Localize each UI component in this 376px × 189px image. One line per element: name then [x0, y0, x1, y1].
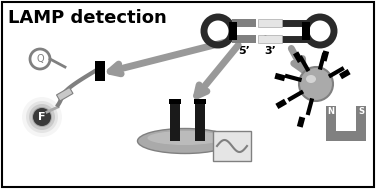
Text: N: N [327, 106, 335, 115]
Bar [56, 88, 73, 101]
Text: 5’: 5’ [238, 46, 250, 56]
Circle shape [299, 67, 333, 101]
Bar [356, 106, 366, 141]
Circle shape [22, 97, 62, 137]
Text: 3’: 3’ [264, 46, 276, 56]
Bar [232, 35, 256, 43]
Bar [297, 116, 305, 128]
Bar [95, 61, 105, 81]
Bar [229, 22, 237, 40]
Bar [274, 73, 286, 81]
Bar [169, 99, 181, 104]
Bar [275, 99, 287, 109]
Bar [258, 35, 282, 43]
Bar [339, 69, 351, 79]
Text: S: S [358, 106, 364, 115]
Text: LAMP detection: LAMP detection [8, 9, 167, 27]
Bar [194, 99, 206, 104]
Bar [326, 106, 336, 141]
Ellipse shape [138, 129, 232, 153]
Circle shape [32, 107, 52, 127]
Bar [293, 51, 303, 63]
Bar [258, 19, 282, 27]
Ellipse shape [147, 131, 223, 145]
Circle shape [26, 101, 58, 133]
Bar [302, 22, 310, 40]
Bar [326, 131, 366, 141]
Circle shape [33, 108, 51, 126]
Bar [170, 101, 180, 141]
Bar [321, 50, 329, 62]
Bar [195, 101, 205, 141]
Text: Q: Q [36, 54, 44, 64]
Bar [213, 131, 251, 161]
Ellipse shape [306, 75, 316, 83]
Bar [232, 19, 256, 27]
Circle shape [29, 104, 55, 130]
Text: F: F [38, 112, 46, 122]
